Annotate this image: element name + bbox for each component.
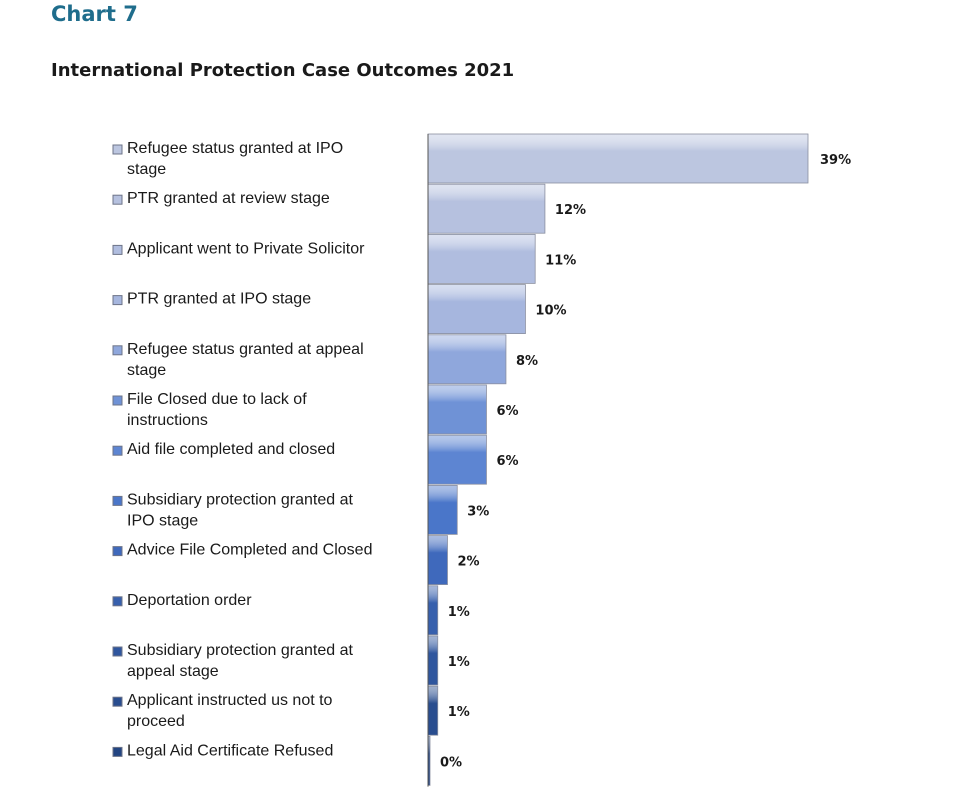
bar-shade-12	[427, 685, 439, 736]
bar-shade-6	[427, 384, 487, 435]
value-label: 8%	[516, 354, 538, 369]
value-label: 11%	[545, 253, 576, 268]
bar-shade-8	[427, 484, 458, 535]
bar-shade-5	[427, 334, 507, 385]
bar-shade-2	[427, 183, 546, 234]
value-label: 1%	[448, 655, 470, 670]
bar-shade-10	[427, 585, 439, 636]
bar-shade-11	[427, 635, 439, 686]
value-label: 1%	[448, 605, 470, 620]
legend-marker	[112, 244, 123, 255]
legend-marker	[112, 194, 123, 205]
category-label: Refugee status granted at appeal stage	[127, 341, 364, 379]
bar-shade-7	[427, 434, 487, 485]
value-label: 6%	[496, 454, 518, 469]
legend-marker	[112, 144, 123, 155]
category-label: Refugee status granted at IPO stage	[127, 140, 343, 178]
value-label: 6%	[496, 404, 518, 419]
category-label: Subsidiary protection granted at appeal s…	[127, 642, 353, 680]
legend-marker	[112, 345, 123, 356]
value-label: 39%	[820, 153, 851, 168]
category-label: Applicant went to Private Solicitor	[127, 240, 365, 257]
category-label: Applicant instructed us not to proceed	[127, 692, 333, 730]
legend-marker	[112, 596, 123, 607]
category-label: Subsidiary protection granted at IPO stag…	[127, 491, 353, 529]
bar-shade-4	[427, 284, 526, 335]
legend-marker	[112, 395, 123, 406]
category-label: Advice File Completed and Closed	[127, 542, 372, 559]
legend-marker	[112, 546, 123, 557]
category-label: File Closed due to lack of instructions	[127, 391, 307, 429]
chart-title: International Protection Case Outcomes 2…	[51, 60, 515, 81]
value-label: 3%	[467, 504, 489, 519]
value-label: 12%	[555, 203, 586, 218]
legend-marker	[112, 495, 123, 506]
bar-shade-1	[427, 133, 809, 184]
category-label: Deportation order	[127, 592, 252, 609]
bar-shade-9	[427, 535, 448, 585]
category-label: PTR granted at IPO stage	[127, 291, 311, 308]
category-label: Aid file completed and closed	[127, 441, 335, 458]
legend-marker	[112, 646, 123, 657]
category-label: PTR granted at review stage	[127, 190, 330, 207]
value-label: 10%	[535, 304, 566, 319]
bar-shade-3	[427, 233, 536, 284]
chart-number: Chart 7	[51, 2, 138, 26]
value-label: 0%	[440, 755, 462, 770]
value-label: 2%	[457, 555, 479, 570]
legend-marker	[112, 746, 123, 757]
legend-marker	[112, 295, 123, 306]
value-label: 1%	[448, 705, 470, 720]
legend-marker	[112, 445, 123, 456]
category-label: Legal Aid Certificate Refused	[127, 742, 333, 759]
legend-marker	[112, 696, 123, 707]
